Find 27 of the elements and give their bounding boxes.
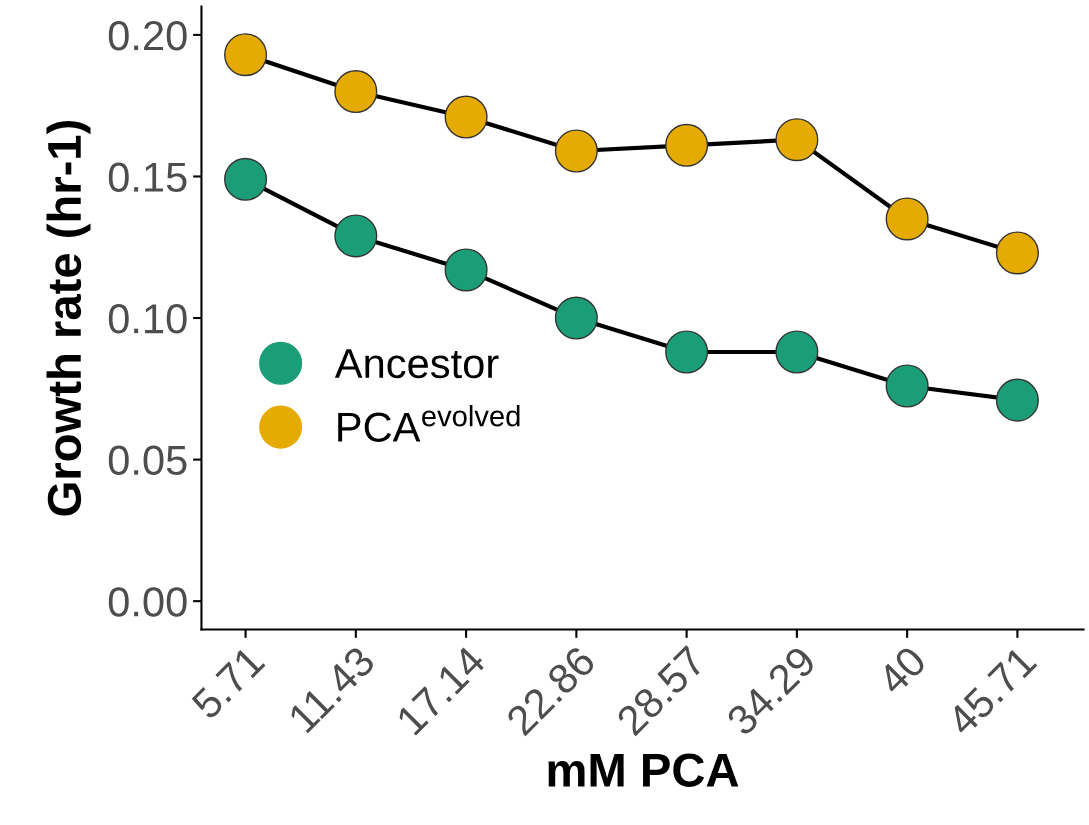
point [554, 296, 598, 340]
point [775, 330, 819, 374]
x-tick-label: 5.71 [190, 645, 266, 721]
point [334, 70, 378, 114]
point [995, 378, 1039, 422]
point [885, 197, 929, 241]
point [885, 364, 929, 408]
point [995, 231, 1039, 275]
point [444, 95, 488, 139]
point [444, 248, 488, 292]
point [665, 123, 709, 167]
y-tick-label: 0.00 [108, 587, 187, 617]
x-tick-label: 40 [875, 644, 928, 697]
x-axis-title: mM PCA [548, 753, 739, 787]
y-tick-label: 0.05 [108, 445, 187, 476]
point [665, 330, 709, 374]
legend-label: Ancestor [334, 349, 499, 379]
legend-label: PCA$^{evolved}$ [338, 405, 520, 442]
point [554, 129, 598, 173]
point [334, 214, 378, 258]
y-axis-title: Growth rate (hr-1) [46, 120, 91, 516]
point [224, 157, 268, 201]
y-tick-label: 0.10 [108, 304, 187, 334]
y-tick-label: 0.20 [108, 20, 187, 51]
point [224, 33, 268, 77]
y-tick-label: 0.15 [108, 162, 187, 192]
point [775, 118, 819, 162]
